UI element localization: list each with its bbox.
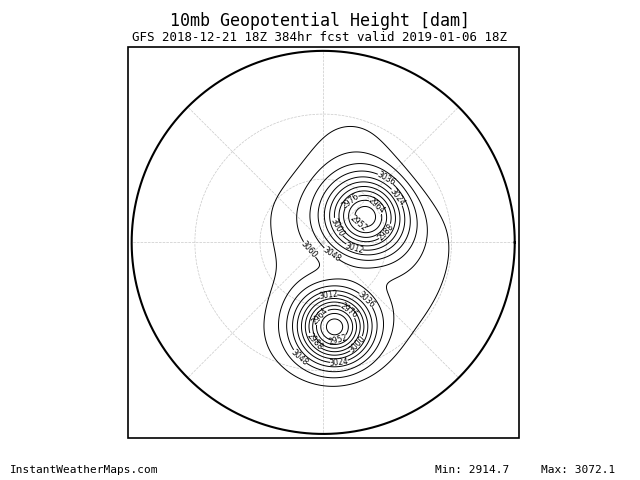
Text: 3000: 3000 — [348, 335, 367, 355]
Text: 3036: 3036 — [375, 170, 397, 187]
Text: 2952: 2952 — [348, 214, 369, 234]
Text: 3024: 3024 — [388, 186, 407, 207]
Text: 3012: 3012 — [318, 289, 339, 301]
Text: 3024: 3024 — [329, 357, 349, 368]
Text: 3060: 3060 — [300, 240, 319, 260]
Text: 3036: 3036 — [356, 289, 377, 310]
Text: 3000: 3000 — [328, 217, 346, 239]
Text: GFS 2018-12-21 18Z 384hr fcst valid 2019-01-06 18Z: GFS 2018-12-21 18Z 384hr fcst valid 2019… — [132, 31, 508, 44]
Text: Min: 2914.7: Min: 2914.7 — [435, 465, 509, 475]
Text: 2976: 2976 — [338, 301, 359, 320]
Text: 2988: 2988 — [305, 332, 324, 352]
Text: 2988: 2988 — [376, 222, 396, 242]
Text: Max: 3072.1: Max: 3072.1 — [541, 465, 615, 475]
Text: 3048: 3048 — [289, 348, 310, 367]
Text: 3048: 3048 — [321, 245, 342, 264]
Text: 10mb Geopotential Height [dam]: 10mb Geopotential Height [dam] — [170, 12, 470, 30]
Text: 3012: 3012 — [344, 241, 365, 255]
Text: InstantWeatherMaps.com: InstantWeatherMaps.com — [10, 465, 158, 475]
Text: 2952: 2952 — [328, 333, 349, 347]
Text: 2964: 2964 — [367, 195, 387, 215]
Text: 2976: 2976 — [340, 191, 361, 210]
Text: 2964: 2964 — [310, 306, 330, 326]
